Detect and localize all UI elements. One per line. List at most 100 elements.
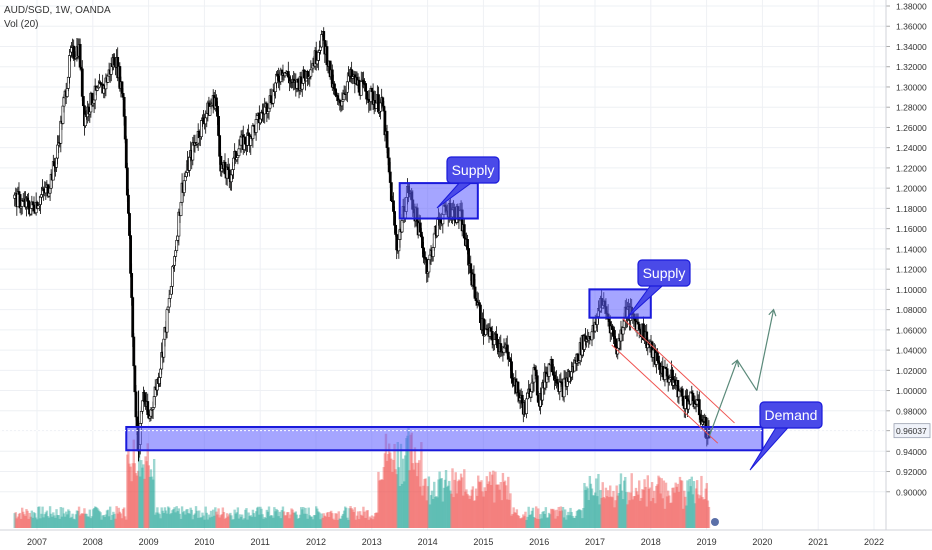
volume-bar	[27, 518, 30, 528]
volume-bar	[42, 517, 45, 528]
volume-bar	[429, 495, 433, 528]
volume-bar	[244, 509, 247, 528]
volume-bar	[242, 519, 245, 528]
volume-bar	[30, 510, 34, 528]
volume-bar	[141, 467, 144, 528]
volume-bar	[308, 515, 311, 528]
volume-bar	[231, 519, 234, 528]
volume-bar	[371, 519, 375, 528]
y-tick-label: 1.16000	[896, 224, 927, 234]
volume-bar	[366, 510, 369, 528]
volume-bar	[591, 495, 595, 528]
volume-bar	[471, 486, 475, 528]
volume-bar	[208, 517, 212, 528]
volume-bar	[648, 487, 652, 528]
volume-bar	[406, 435, 409, 528]
volume-bar	[510, 515, 513, 528]
volume-bar	[673, 492, 676, 528]
volume-bar	[209, 510, 213, 528]
volume-bar	[96, 507, 99, 528]
volume-bar	[492, 470, 495, 528]
volume-bar	[235, 512, 239, 528]
volume-bar	[609, 485, 612, 528]
volume-bar	[224, 517, 228, 528]
volume-bar	[343, 506, 347, 528]
volume-bar	[69, 518, 72, 528]
volume-bar	[690, 476, 693, 528]
volume-indicator-label[interactable]: Vol (20)	[4, 19, 39, 30]
supply-zone	[398, 182, 479, 220]
volume-bar	[702, 499, 705, 528]
zones	[125, 182, 764, 452]
volume-bar	[478, 481, 481, 528]
volume-bar	[431, 499, 435, 528]
volume-bar	[201, 512, 204, 528]
volume-bar	[148, 476, 152, 528]
volume-bar	[546, 517, 550, 528]
volume-bar	[113, 513, 116, 528]
volume-bar	[152, 459, 156, 528]
volume-bar	[295, 514, 299, 528]
volume-bar	[323, 515, 326, 528]
volume-bar	[298, 514, 302, 528]
volume-bar	[278, 511, 281, 528]
volume-bar	[573, 518, 577, 528]
volume-bar	[486, 483, 490, 528]
volume-bar	[276, 510, 279, 528]
volume-bar	[33, 513, 37, 528]
volume-bar	[214, 507, 217, 528]
volume-bar	[183, 510, 186, 528]
volume-bar	[36, 519, 39, 528]
volume-bar	[58, 518, 61, 528]
volume-bar	[342, 510, 346, 528]
volume-bar	[193, 513, 197, 528]
volume-bar	[463, 469, 466, 528]
y-tick-label: 1.24000	[896, 143, 927, 153]
volume-bar	[64, 511, 68, 528]
y-tick-label: 1.34000	[896, 42, 927, 52]
volume-bar	[392, 459, 395, 528]
volume-bar	[541, 511, 544, 528]
chart-legend: AUD/SGD, 1W, OANDA Vol (20)	[4, 4, 111, 32]
volume-bar	[216, 514, 219, 528]
volume-bar	[484, 490, 487, 528]
volume-bar	[341, 513, 345, 528]
volume-bar	[126, 454, 129, 528]
volume-bar	[176, 511, 179, 528]
arrow-head	[731, 359, 740, 368]
volume-bar	[524, 511, 527, 528]
callout-box	[446, 156, 500, 184]
volume-bar	[297, 518, 301, 528]
volume-bar	[309, 516, 313, 528]
volume-bar	[225, 513, 229, 528]
volume-bar	[53, 515, 56, 528]
volume-bar	[606, 490, 610, 528]
candle-body	[81, 96, 85, 107]
volume-bar	[483, 487, 486, 528]
y-tick-label: 1.18000	[896, 204, 927, 214]
volume-bar	[378, 480, 381, 528]
volume-bar	[425, 500, 428, 528]
volume-bar	[397, 467, 401, 528]
volume-bar	[640, 498, 643, 528]
volume-bar	[194, 506, 198, 528]
volume-bar	[597, 473, 600, 528]
volume-bar	[589, 483, 593, 528]
volume-bar	[598, 504, 601, 528]
volume-bar	[337, 511, 340, 528]
volume-bar	[545, 517, 549, 528]
volume-bar	[345, 507, 348, 528]
volume-bar	[700, 475, 703, 528]
volume-bar	[384, 433, 388, 528]
volume-bar	[646, 475, 649, 528]
symbol-label[interactable]: AUD/SGD, 1W, OANDA	[4, 5, 111, 16]
volume-bar	[340, 515, 344, 528]
volume-bar	[223, 518, 227, 528]
x-tick-label: 2010	[194, 537, 214, 547]
volume-bar	[273, 507, 276, 528]
volume-bar	[151, 479, 155, 528]
volume-bar	[230, 515, 233, 528]
volume-bar	[551, 509, 554, 528]
volume-bar	[632, 496, 636, 528]
volume-bar	[102, 514, 105, 528]
